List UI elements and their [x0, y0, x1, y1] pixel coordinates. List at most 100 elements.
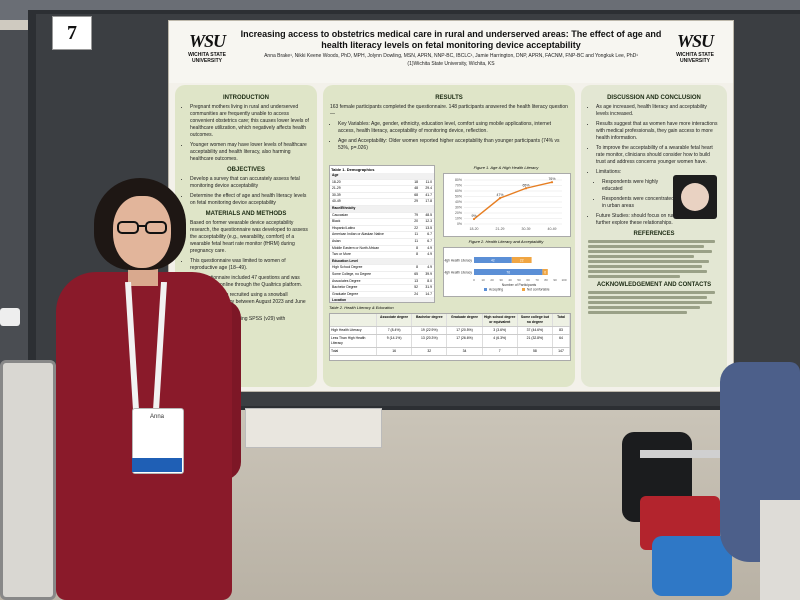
data-point	[498, 197, 502, 200]
table-cell: Total	[553, 314, 571, 326]
folding-chair-right	[760, 500, 800, 600]
x-axis-label: Number of Participants	[502, 283, 537, 287]
table-cell: 6.7	[427, 238, 432, 243]
objectives-heading: OBJECTIVES	[226, 167, 265, 173]
introduction-list: Pregnant mothers living in rural and und…	[182, 104, 310, 163]
limitations-list: Respondents were highly educated Respond…	[588, 179, 678, 210]
table-cell: 147	[553, 348, 571, 355]
table-cell: Less Than High Health Literacy	[330, 335, 377, 347]
table-cell: 6.7	[427, 232, 432, 237]
table-cell: 41.7	[425, 192, 432, 197]
list-item: The questionnaire included 47 questions …	[190, 275, 310, 289]
y-tick-label: 80%	[455, 178, 462, 182]
table-cell: 3 (3.6%)	[483, 327, 518, 334]
table-cell: Black	[332, 219, 341, 224]
table-cell: 37 (44.6%)	[518, 327, 554, 334]
table-row: 21-29 48 29.4	[330, 186, 434, 193]
table-row: American Indian or Alaskan Native 11 6.7	[330, 232, 434, 239]
data-point	[550, 181, 554, 184]
table-row: 40-49 29 17.8	[330, 199, 434, 206]
x-tick-label: 21-29	[496, 227, 505, 231]
y-tick-label: 30%	[455, 206, 462, 210]
data-point	[472, 217, 476, 221]
table-row: Hispanic/Latino 22 13.5	[330, 226, 434, 233]
table-cell	[404, 298, 418, 302]
x-tick-label: 20	[490, 278, 494, 282]
list-item: Future Studies: should focus on rural po…	[596, 213, 720, 227]
table-cell: 29	[414, 199, 418, 204]
y-tick-label: 0%	[457, 222, 462, 226]
table-cell: 21 (32.8%)	[518, 335, 554, 347]
table-cell: 11	[414, 238, 418, 243]
bar-segment	[511, 257, 532, 263]
table-cell: 17 (26.6%)	[447, 335, 483, 347]
list-item: Age and Acceptability: Older women repor…	[338, 138, 568, 152]
table-cell: Some college but no degree	[518, 314, 554, 326]
table-cell: 8.0	[427, 278, 432, 283]
table-cell: Associates Degree	[332, 278, 361, 283]
blue-bag	[652, 536, 732, 596]
table-row: Two or More 8 4.9	[330, 252, 434, 259]
table-row: Total 16 32 34 7 58 147	[330, 348, 571, 356]
table-cell	[404, 206, 418, 212]
table-cell: 79	[414, 212, 418, 217]
folding-chair-left	[0, 360, 56, 600]
x-tick-label: 80	[544, 278, 548, 282]
data-label: 65%	[522, 183, 529, 187]
university-logo-left: WSU WICHITA STATE UNIVERSITY	[177, 31, 237, 64]
table-cell: 24	[414, 291, 418, 296]
table-row: Race/Ethnicity	[330, 205, 434, 213]
materials-heading: MATERIALS AND METHODS	[205, 211, 287, 217]
table-cell: 7	[483, 348, 518, 355]
list-item: Key Variables: Age, gender, ethnicity, e…	[338, 121, 568, 135]
lanyard	[125, 282, 167, 411]
education-table: Associate degree Bachelor degree Graduate …	[329, 313, 571, 361]
logo-text: WICHITA STATE UNIVERSITY	[188, 52, 226, 64]
data-label: 76	[506, 271, 510, 275]
table-cell: 8	[416, 245, 418, 250]
table-cell: 4.9	[427, 245, 432, 250]
legend-swatch	[484, 288, 487, 291]
table-cell: 34	[447, 348, 483, 355]
x-tick-label: 0	[473, 278, 475, 282]
discussion-heading: DISCUSSION AND CONCLUSION	[607, 95, 701, 101]
data-label: 22	[520, 259, 524, 263]
x-tick-label: 70	[535, 278, 539, 282]
x-tick-label: 30-39	[522, 227, 531, 231]
table-cell: 4 (6.3%)	[483, 335, 518, 347]
figure1-caption: Figure 1. Age & High Health Literacy	[473, 165, 539, 170]
list-item: Determine the effect of age and health l…	[190, 193, 310, 207]
table-cell: 32	[412, 348, 448, 355]
badge-stripe	[132, 458, 182, 472]
table-cell: 8	[416, 252, 418, 257]
results-intro: 163 female participants completed the qu…	[330, 104, 568, 117]
floor-crate	[245, 408, 382, 448]
logo-mark: WSU	[188, 31, 226, 51]
table-cell: 11.0	[425, 179, 432, 184]
list-item: As age increased, health literacy and ac…	[596, 104, 720, 118]
data-label: 9%	[471, 214, 476, 218]
table-cell	[418, 259, 432, 265]
table-cell	[404, 259, 418, 265]
table-cell: 12.3	[425, 219, 432, 224]
table-cell: Total	[330, 348, 377, 355]
table-cell: High School Degree	[332, 265, 363, 270]
y-tick-label: 20%	[455, 211, 462, 215]
legend-label: Accepting	[489, 288, 503, 292]
table2-caption: Table 2. Health Literacy & Education	[329, 305, 394, 310]
table-cell: Hispanic/Latino	[332, 225, 356, 230]
table-cell: 19 (22.9%)	[412, 327, 448, 334]
table-cell: 11	[414, 232, 418, 237]
table-cell: 31.9	[425, 285, 432, 290]
table-cell: 64	[553, 335, 571, 347]
acknowledgement-heading: ACKNOWLEDGEMENT AND CONTACTS	[596, 282, 712, 288]
table-cell: Some College, no Degree	[332, 271, 372, 276]
table-cell: 18	[414, 179, 418, 184]
data-label: 76%	[548, 177, 555, 181]
table-row: Associates Degree 13 8.0	[330, 279, 434, 286]
table-cell: High Health Literacy	[330, 327, 377, 334]
table-cell: 40-49	[332, 199, 341, 204]
y-tick-label: 70%	[455, 184, 462, 188]
table-row: Asian 11 6.7	[330, 239, 434, 246]
x-tick-label: 60	[526, 278, 530, 282]
